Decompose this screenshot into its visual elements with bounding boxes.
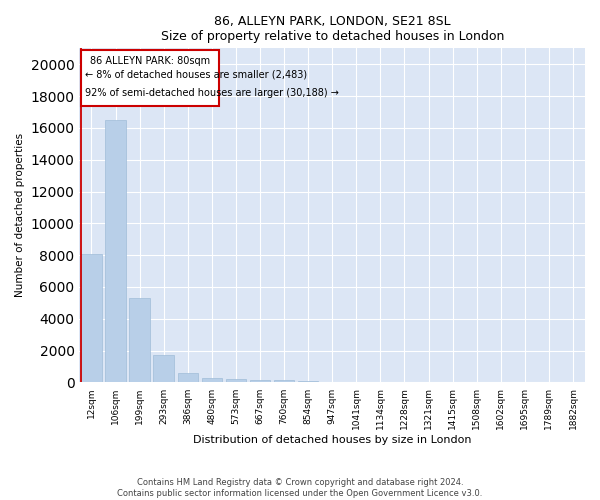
Y-axis label: Number of detached properties: Number of detached properties: [15, 134, 25, 298]
FancyBboxPatch shape: [82, 50, 219, 106]
Text: 86 ALLEYN PARK: 80sqm: 86 ALLEYN PARK: 80sqm: [90, 56, 210, 66]
Bar: [202, 378, 222, 382]
Bar: [130, 298, 150, 382]
X-axis label: Distribution of detached houses by size in London: Distribution of detached houses by size …: [193, 435, 472, 445]
Bar: [226, 379, 246, 382]
Text: ← 8% of detached houses are smaller (2,483): ← 8% of detached houses are smaller (2,4…: [85, 70, 307, 80]
Title: 86, ALLEYN PARK, LONDON, SE21 8SL
Size of property relative to detached houses i: 86, ALLEYN PARK, LONDON, SE21 8SL Size o…: [161, 15, 504, 43]
Bar: [154, 354, 174, 382]
Bar: [250, 380, 270, 382]
Bar: [298, 381, 319, 382]
Bar: [105, 120, 126, 382]
Bar: [81, 254, 101, 382]
Text: 92% of semi-detached houses are larger (30,188) →: 92% of semi-detached houses are larger (…: [85, 88, 339, 98]
Bar: [178, 373, 198, 382]
Bar: [274, 380, 294, 382]
Text: Contains HM Land Registry data © Crown copyright and database right 2024.
Contai: Contains HM Land Registry data © Crown c…: [118, 478, 482, 498]
